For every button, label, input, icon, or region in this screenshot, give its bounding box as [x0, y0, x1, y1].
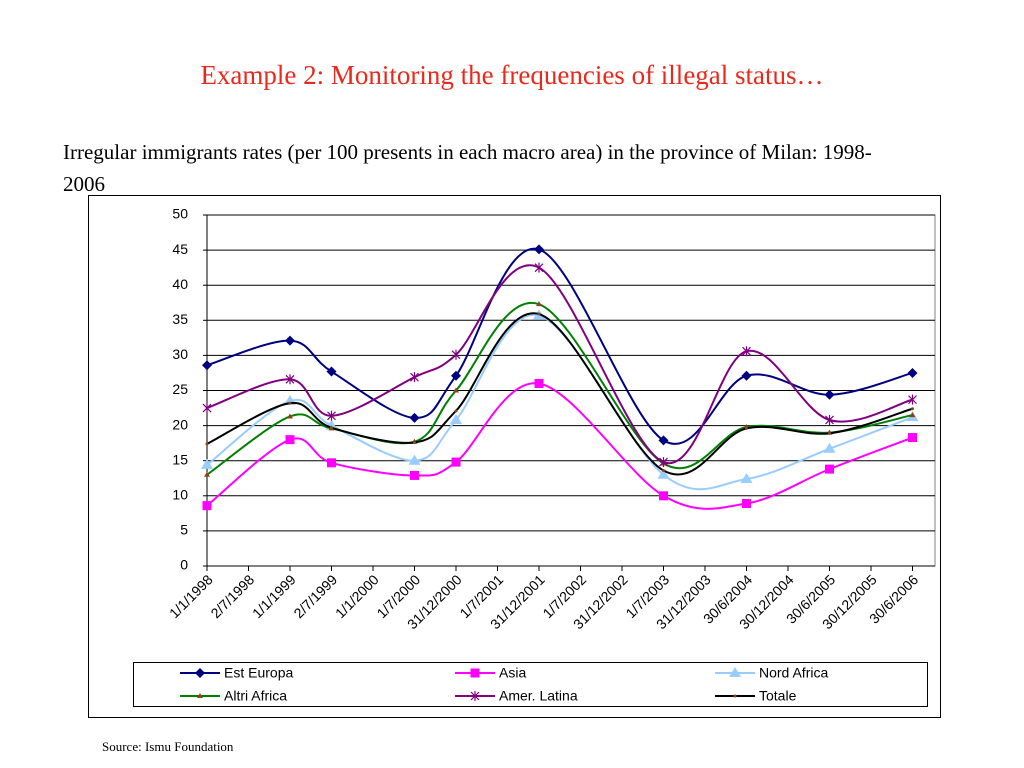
source-note: Source: Ismu Foundation — [102, 739, 234, 754]
data-point — [657, 468, 670, 479]
legend-label: Totale — [759, 688, 797, 704]
data-point — [288, 401, 292, 405]
data-point — [285, 374, 295, 385]
data-point — [909, 412, 916, 418]
data-point — [454, 409, 458, 413]
legend-marker — [470, 691, 480, 701]
y-tick-label: 25 — [172, 381, 188, 397]
series — [205, 312, 914, 476]
data-point — [451, 349, 461, 360]
data-point — [908, 394, 917, 405]
series — [201, 309, 919, 491]
data-point — [287, 413, 293, 419]
legend-label: Nord Africa — [759, 665, 828, 681]
data-point — [659, 491, 668, 501]
data-point — [202, 501, 212, 511]
data-point — [658, 435, 669, 446]
data-point — [745, 426, 748, 430]
data-point — [327, 410, 336, 421]
series-line — [206, 312, 913, 476]
chart-subtitle: Irregular immigrants rates (per 100 pres… — [63, 140, 872, 196]
series — [202, 244, 918, 446]
data-point — [327, 458, 336, 468]
data-point — [326, 366, 337, 377]
legend-marker — [733, 694, 737, 698]
series-line — [206, 382, 913, 510]
data-point — [451, 370, 461, 381]
y-tick-label: 10 — [172, 487, 188, 503]
data-point — [908, 433, 917, 443]
y-tick-label: 40 — [172, 276, 188, 292]
data-point — [408, 454, 421, 465]
legend-label: Amer. Latina — [499, 688, 578, 704]
data-point — [205, 442, 209, 446]
legend-marker — [470, 668, 480, 678]
data-point — [202, 360, 212, 371]
data-point — [410, 470, 419, 480]
series-line — [206, 247, 913, 445]
series — [202, 262, 917, 468]
data-point — [202, 403, 212, 414]
data-point — [409, 412, 420, 423]
data-point — [825, 464, 834, 474]
data-point — [662, 469, 665, 473]
data-point — [453, 387, 459, 393]
legend-frame — [133, 662, 928, 707]
legend-label: Altri Africa — [224, 688, 287, 704]
y-tick-label: 15 — [172, 451, 188, 467]
data-point — [285, 335, 295, 346]
data-point — [537, 312, 541, 316]
legend-label: Est Europa — [224, 665, 293, 681]
data-point — [825, 414, 834, 425]
data-point — [741, 370, 752, 381]
slide-title: Example 2: Monitoring the frequencies of… — [200, 60, 824, 90]
y-tick-label: 0 — [180, 557, 188, 573]
y-tick-label: 35 — [172, 311, 188, 327]
data-point — [911, 407, 914, 411]
data-point — [330, 426, 333, 430]
series-line — [206, 301, 913, 476]
data-point — [536, 301, 542, 307]
data-point — [534, 378, 544, 388]
data-point — [740, 472, 753, 483]
data-point — [285, 435, 295, 445]
data-point — [451, 457, 461, 467]
legend-label: Asia — [499, 665, 526, 681]
data-point — [907, 367, 918, 378]
data-point — [201, 458, 213, 469]
data-point — [413, 440, 416, 444]
data-point — [534, 244, 544, 255]
data-point — [823, 442, 836, 453]
y-tick-label: 45 — [172, 241, 188, 257]
data-point — [828, 431, 831, 435]
legend-marker — [195, 668, 205, 678]
data-point — [534, 262, 544, 273]
y-tick-label: 30 — [172, 346, 188, 362]
y-tick-label: 50 — [172, 206, 188, 222]
legend-marker — [197, 693, 203, 698]
data-point — [410, 372, 419, 383]
data-point — [450, 413, 462, 424]
y-tick-label: 5 — [180, 522, 188, 538]
series — [202, 378, 917, 511]
series-line — [206, 313, 913, 491]
data-point — [204, 471, 210, 477]
data-point — [742, 499, 751, 509]
data-point — [824, 389, 835, 400]
legend-marker — [729, 667, 741, 677]
data-point — [742, 346, 751, 357]
y-tick-label: 20 — [172, 416, 188, 432]
data-point — [659, 457, 668, 468]
